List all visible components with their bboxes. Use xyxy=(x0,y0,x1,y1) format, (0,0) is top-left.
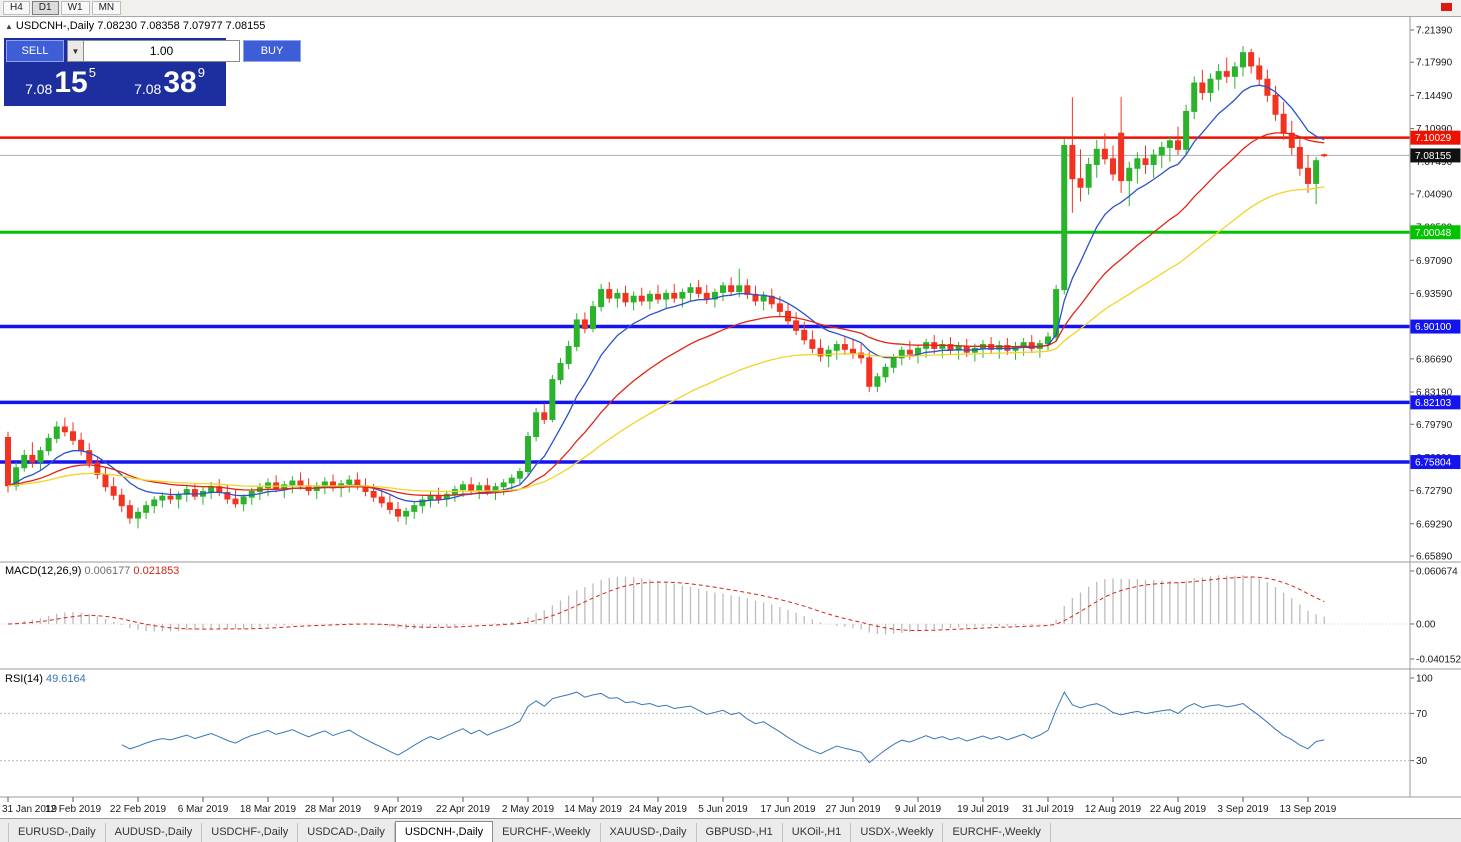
svg-text:6.90100: 6.90100 xyxy=(1415,322,1452,333)
chart-tab-usdx-weekly[interactable]: USDX-,Weekly xyxy=(851,823,944,842)
svg-text:6.97090: 6.97090 xyxy=(1416,256,1453,267)
timeframe-button-w1[interactable]: W1 xyxy=(60,1,90,15)
symbol-info-line: ▲ USDCNH-,Daily 7.08230 7.08358 7.07977 7… xyxy=(5,20,265,32)
svg-text:6.79790: 6.79790 xyxy=(1416,420,1453,431)
svg-text:6.86690: 6.86690 xyxy=(1416,354,1453,365)
svg-text:7.10029: 7.10029 xyxy=(1415,133,1452,144)
sell-price-big: 15 xyxy=(54,66,88,99)
svg-text:30: 30 xyxy=(1416,756,1428,767)
svg-text:9 Jul 2019: 9 Jul 2019 xyxy=(895,804,942,815)
chevron-down-icon: ▼ xyxy=(71,46,80,56)
svg-text:6.82103: 6.82103 xyxy=(1415,398,1452,409)
svg-text:5 Jun 2019: 5 Jun 2019 xyxy=(698,804,748,815)
svg-text:24 May 2019: 24 May 2019 xyxy=(629,804,687,815)
svg-text:6.72790: 6.72790 xyxy=(1416,486,1453,497)
buy-price-sup: 9 xyxy=(197,65,205,80)
svg-text:22 Aug 2019: 22 Aug 2019 xyxy=(1150,804,1207,815)
chart-tab-usdcad-daily[interactable]: USDCAD-,Daily xyxy=(298,823,395,842)
price-panel xyxy=(0,46,1410,529)
chart-tab-eurusd-daily[interactable]: EURUSD-,Daily xyxy=(8,823,106,842)
svg-text:27 Jun 2019: 27 Jun 2019 xyxy=(825,804,880,815)
svg-text:6.83190: 6.83190 xyxy=(1416,388,1453,399)
svg-text:0.00: 0.00 xyxy=(1416,619,1436,630)
collapse-icon[interactable]: ▲ xyxy=(5,22,13,31)
svg-text:6.93590: 6.93590 xyxy=(1416,289,1453,300)
volume-input[interactable] xyxy=(84,40,240,62)
symbol-ohlc-text: USDCNH-,Daily 7.08230 7.08358 7.07977 7.… xyxy=(15,20,266,32)
chart-tab-gbpusd-h1[interactable]: GBPUSD-,H1 xyxy=(697,823,783,842)
svg-text:-0.040152: -0.040152 xyxy=(1416,655,1461,666)
chart-tab-ukoil-h1[interactable]: UKOil-,H1 xyxy=(783,823,852,842)
macd-panel xyxy=(0,575,1410,635)
buy-price-prefix: 7.08 xyxy=(134,81,162,97)
chart-tab-eurchf-weekly[interactable]: EURCHF-,Weekly xyxy=(943,823,1051,842)
svg-text:13 Sep 2019: 13 Sep 2019 xyxy=(1280,804,1337,815)
svg-text:7.17990: 7.17990 xyxy=(1416,58,1453,69)
sell-price[interactable]: 7.08 15 5 xyxy=(6,62,115,104)
timeframe-button-d1[interactable]: D1 xyxy=(31,1,59,15)
sell-price-sup: 5 xyxy=(88,65,96,80)
timeframe-toolbar: H4 D1 W1 MN xyxy=(0,0,1461,17)
svg-text:7.14490: 7.14490 xyxy=(1416,91,1453,102)
buy-price[interactable]: 7.08 38 9 xyxy=(115,62,224,104)
top-right-red-indicator xyxy=(1441,3,1452,11)
svg-text:22 Apr 2019: 22 Apr 2019 xyxy=(436,804,490,815)
svg-text:7.08155: 7.08155 xyxy=(1415,151,1452,162)
svg-text:31 Jul 2019: 31 Jul 2019 xyxy=(1022,804,1074,815)
svg-text:9 Apr 2019: 9 Apr 2019 xyxy=(374,804,423,815)
svg-text:7.21390: 7.21390 xyxy=(1416,26,1453,37)
svg-text:12 Feb 2019: 12 Feb 2019 xyxy=(45,804,102,815)
svg-text:22 Feb 2019: 22 Feb 2019 xyxy=(110,804,167,815)
svg-text:0.060674: 0.060674 xyxy=(1416,567,1458,578)
svg-text:3 Sep 2019: 3 Sep 2019 xyxy=(1217,804,1269,815)
svg-text:28 Mar 2019: 28 Mar 2019 xyxy=(305,804,362,815)
svg-text:18 Mar 2019: 18 Mar 2019 xyxy=(240,804,297,815)
svg-text:6.65890: 6.65890 xyxy=(1416,552,1453,563)
chart-tab-bar: EURUSD-,Daily AUDUSD-,Daily USDCHF-,Daily U… xyxy=(0,818,1461,842)
rsi-label: RSI(14) 49.6164 xyxy=(5,673,86,685)
svg-text:6.75804: 6.75804 xyxy=(1415,458,1452,469)
volume-dropdown-button[interactable]: ▼ xyxy=(67,40,84,62)
chart-tab-xauusd-daily[interactable]: XAUUSD-,Daily xyxy=(601,823,697,842)
svg-text:7.04090: 7.04090 xyxy=(1416,189,1453,200)
timeframe-button-mn[interactable]: MN xyxy=(91,1,122,15)
chart-tab-usdcnh-daily[interactable]: USDCNH-,Daily xyxy=(394,821,494,842)
buy-price-big: 38 xyxy=(163,66,197,99)
chart-tab-audusd-daily[interactable]: AUDUSD-,Daily xyxy=(106,823,203,842)
svg-text:6.69290: 6.69290 xyxy=(1416,519,1453,530)
chart-tab-usdchf-daily[interactable]: USDCHF-,Daily xyxy=(202,823,299,842)
svg-text:7.10990: 7.10990 xyxy=(1416,124,1453,135)
rsi-panel xyxy=(0,691,1410,764)
sell-price-prefix: 7.08 xyxy=(25,81,53,97)
svg-text:14 May 2019: 14 May 2019 xyxy=(564,804,622,815)
one-click-trading-panel: SELL ▼ BUY 7.08 15 5 7.08 38 9 xyxy=(4,38,301,106)
timeframe-button-h4[interactable]: H4 xyxy=(3,1,30,15)
svg-text:7.00048: 7.00048 xyxy=(1415,228,1452,239)
svg-text:31 Jan 2019: 31 Jan 2019 xyxy=(2,804,57,815)
svg-text:70: 70 xyxy=(1416,709,1428,720)
macd-label: MACD(12,26,9) 0.006177 0.021853 xyxy=(5,565,179,577)
svg-text:12 Aug 2019: 12 Aug 2019 xyxy=(1085,804,1142,815)
svg-text:7.07490: 7.07490 xyxy=(1416,157,1453,168)
svg-text:2 May 2019: 2 May 2019 xyxy=(502,804,555,815)
sell-button[interactable]: SELL xyxy=(6,40,64,62)
svg-text:100: 100 xyxy=(1416,674,1433,685)
svg-text:6 Mar 2019: 6 Mar 2019 xyxy=(178,804,229,815)
chart-tab-eurchf-weekly[interactable]: EURCHF-,Weekly xyxy=(493,823,601,842)
svg-text:19 Jul 2019: 19 Jul 2019 xyxy=(957,804,1009,815)
buy-button[interactable]: BUY xyxy=(243,40,301,62)
svg-text:17 Jun 2019: 17 Jun 2019 xyxy=(760,804,815,815)
price-axis[interactable]: 7.21390 7.17990 7.14490 7.10990 7.07490 7.040… xyxy=(1410,26,1461,768)
chart-canvas[interactable]: 7.21390 7.17990 7.14490 7.10990 7.07490 7.040… xyxy=(0,16,1461,818)
